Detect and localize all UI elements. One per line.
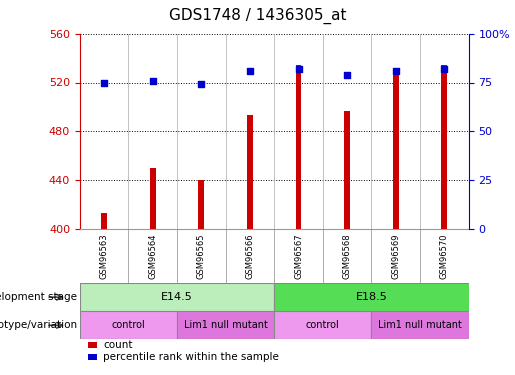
Point (440, 66, 449, 72)
Bar (274, 311, 371, 339)
Point (246, 68, 254, 74)
Bar (198, 180, 204, 229)
Text: GSM96566: GSM96566 (246, 233, 254, 279)
Bar (80, 283, 274, 311)
Point (391, 68, 400, 74)
Text: control: control (306, 320, 340, 330)
Point (197, 81, 205, 87)
Bar (150, 168, 156, 229)
Bar (247, 116, 253, 229)
Text: GSM96564: GSM96564 (148, 233, 157, 279)
Text: count: count (103, 340, 133, 350)
Point (295, 66, 303, 72)
Text: Lim1 null mutant: Lim1 null mutant (184, 320, 268, 330)
Bar (88, 354, 97, 360)
Text: GSM96569: GSM96569 (391, 233, 400, 279)
Bar (296, 65, 301, 229)
Text: GSM96565: GSM96565 (197, 233, 206, 279)
Point (149, 78, 157, 84)
Bar (274, 283, 469, 311)
Text: control: control (112, 320, 145, 330)
Bar (393, 74, 399, 229)
Point (343, 72, 351, 78)
Bar (371, 311, 469, 339)
Text: GSM96570: GSM96570 (440, 233, 449, 279)
Bar (441, 65, 447, 229)
Text: GSM96568: GSM96568 (342, 233, 352, 279)
Bar (88, 342, 97, 348)
Bar (80, 311, 177, 339)
Text: development stage: development stage (0, 292, 77, 302)
Text: genotype/variation: genotype/variation (0, 320, 77, 330)
Bar (101, 213, 107, 229)
Bar (344, 111, 350, 229)
Text: GSM96567: GSM96567 (294, 233, 303, 279)
Text: GDS1748 / 1436305_at: GDS1748 / 1436305_at (169, 8, 346, 24)
Point (100, 80, 108, 86)
Bar (177, 311, 274, 339)
Text: E18.5: E18.5 (355, 292, 387, 302)
Text: percentile rank within the sample: percentile rank within the sample (103, 352, 279, 362)
Text: GSM96563: GSM96563 (99, 233, 109, 279)
Text: Lim1 null mutant: Lim1 null mutant (378, 320, 462, 330)
Text: E14.5: E14.5 (161, 292, 193, 302)
